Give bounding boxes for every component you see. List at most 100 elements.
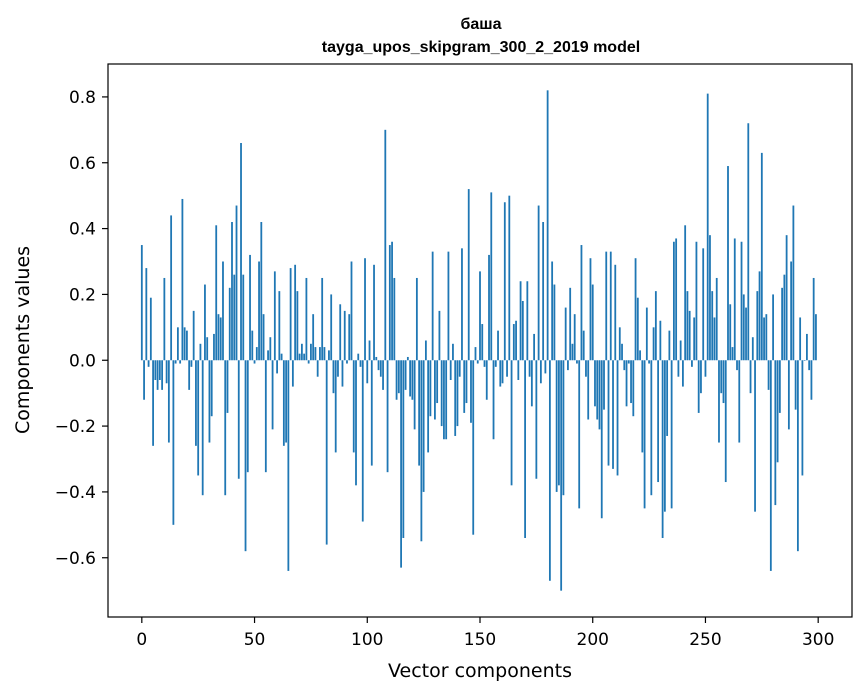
bar: [140, 245, 143, 361]
bar: [237, 360, 240, 479]
bar: [627, 360, 630, 364]
bar: [280, 353, 283, 361]
bar: [806, 333, 808, 361]
bar: [359, 360, 362, 367]
bar: [497, 330, 499, 361]
bar: [409, 360, 412, 397]
y-tick-label: 0.2: [69, 285, 96, 305]
y-tick-label: −0.6: [55, 549, 96, 569]
bar: [704, 360, 707, 377]
bar: [643, 360, 646, 509]
bar: [569, 287, 572, 361]
bar: [510, 360, 513, 486]
bar: [783, 274, 786, 361]
bar: [796, 360, 799, 552]
bar: [558, 360, 560, 486]
bar: [731, 347, 734, 361]
bar: [287, 360, 290, 571]
bar: [799, 317, 802, 361]
bar: [434, 360, 436, 420]
bar: [325, 360, 328, 545]
bar: [661, 360, 664, 538]
bar: [700, 360, 702, 394]
bar: [436, 360, 439, 404]
bar: [183, 327, 186, 361]
bar: [472, 360, 475, 535]
x-axis-label: Vector components: [388, 660, 572, 682]
bar: [161, 360, 164, 390]
bar: [634, 258, 637, 361]
bar: [276, 360, 278, 374]
bar: [580, 245, 583, 361]
bar: [772, 294, 774, 361]
bar: [465, 360, 468, 404]
bar: [745, 307, 747, 361]
bar: [553, 284, 556, 361]
bar: [440, 360, 443, 427]
bar: [727, 166, 729, 361]
bar: [607, 360, 610, 466]
bar: [197, 360, 200, 476]
x-tick-label: 250: [689, 630, 721, 650]
bar: [149, 297, 152, 361]
bar: [515, 320, 517, 361]
bar: [224, 360, 227, 496]
bar: [447, 251, 450, 361]
bar: [790, 261, 793, 361]
bar: [156, 360, 159, 390]
bar: [603, 360, 605, 410]
bar: [393, 277, 396, 361]
bar: [794, 360, 797, 410]
bar: [176, 327, 179, 361]
bar: [147, 360, 150, 367]
bar: [792, 205, 795, 361]
bar: [560, 360, 563, 591]
bar: [384, 129, 387, 361]
bar: [154, 360, 157, 380]
bar: [765, 314, 768, 361]
bar: [682, 360, 684, 387]
bar: [391, 241, 393, 361]
bar: [742, 294, 745, 361]
bar: [386, 360, 389, 473]
bar: [578, 360, 581, 509]
bar: [470, 360, 472, 423]
bar: [192, 310, 195, 361]
bar: [490, 192, 493, 361]
bar: [379, 360, 382, 377]
bar: [334, 360, 337, 453]
bar: [222, 261, 224, 361]
bar: [255, 347, 258, 361]
bar: [751, 337, 754, 361]
bar: [260, 222, 263, 361]
bar: [645, 307, 648, 361]
bar: [571, 343, 574, 361]
bar: [740, 241, 743, 361]
bar: [596, 360, 599, 420]
bar: [226, 360, 229, 413]
bar: [582, 330, 585, 361]
bar: [143, 360, 145, 400]
bar: [639, 350, 641, 361]
bar: [625, 360, 628, 407]
bar: [282, 360, 285, 446]
bar: [474, 347, 477, 361]
bar: [402, 360, 405, 538]
bar: [533, 333, 536, 361]
bar: [616, 360, 619, 476]
bar: [524, 360, 526, 538]
bar: [165, 360, 168, 384]
bar: [589, 258, 592, 361]
y-axis-ticks: −0.6 −0.4 −0.2 0.0 0.2 0.4 0.6 0.8: [55, 88, 108, 569]
bar: [319, 347, 321, 361]
bar: [346, 360, 348, 364]
bar: [355, 360, 357, 486]
bar: [443, 360, 445, 440]
bar: [233, 274, 236, 361]
bar: [366, 360, 369, 384]
bar: [530, 360, 533, 407]
bar: [546, 90, 549, 361]
bar: [763, 317, 765, 361]
bar: [210, 360, 213, 417]
